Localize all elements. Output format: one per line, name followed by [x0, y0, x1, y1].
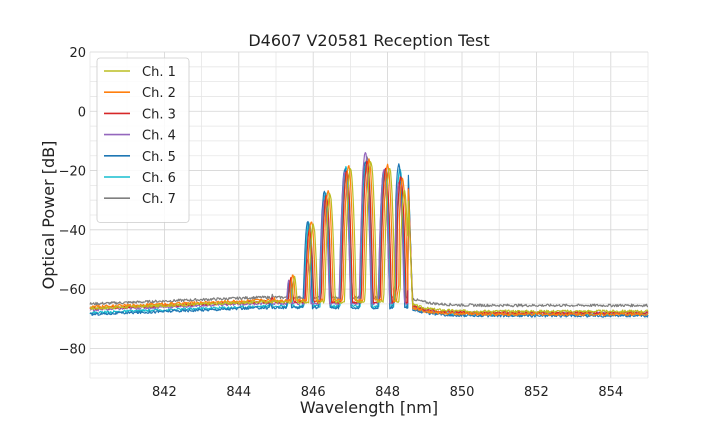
x-tick-label: 848	[375, 385, 400, 400]
y-tick-label: 0	[78, 105, 86, 120]
y-tick-label: 20	[69, 46, 86, 61]
legend: Ch. 1 Ch. 2 Ch. 3 Ch. 4 Ch. 5 Ch. 6 Ch. 7	[96, 57, 190, 223]
x-tick-label: 844	[226, 385, 251, 400]
series-line-ch-1	[89, 161, 649, 314]
x-tick-label: 850	[450, 385, 475, 400]
x-tick-label: 854	[598, 385, 623, 400]
legend-entry-label: Ch. 7	[142, 192, 176, 207]
y-tick-label: −20	[59, 165, 86, 180]
y-tick-label: −40	[59, 224, 86, 239]
series-layer	[89, 152, 649, 318]
legend-entry-label: Ch. 5	[142, 150, 176, 165]
y-axis-label: Optical Power [dB]	[39, 141, 58, 290]
chart-title: D4607 V20581 Reception Test	[248, 31, 489, 50]
x-tick-label: 846	[301, 385, 326, 400]
legend-entry-label: Ch. 3	[142, 107, 176, 122]
legend-entry-label: Ch. 1	[142, 65, 176, 80]
series-line-ch-2	[89, 158, 649, 317]
legend-box	[96, 57, 190, 223]
legend-entry-label: Ch. 4	[142, 129, 176, 144]
x-axis-label: Wavelength [nm]	[300, 398, 438, 417]
y-tick-label: −60	[59, 283, 86, 298]
legend-entry-label: Ch. 2	[142, 86, 176, 101]
tick-labels: 842 844 846 848 850 852 854 −80 −60 −40 −20 0 20	[59, 46, 624, 400]
grid-lines	[89, 51, 649, 379]
y-tick-label: −80	[59, 342, 86, 357]
x-tick-label: 842	[152, 385, 177, 400]
x-tick-label: 852	[524, 385, 549, 400]
legend-entry-label: Ch. 6	[142, 171, 176, 186]
